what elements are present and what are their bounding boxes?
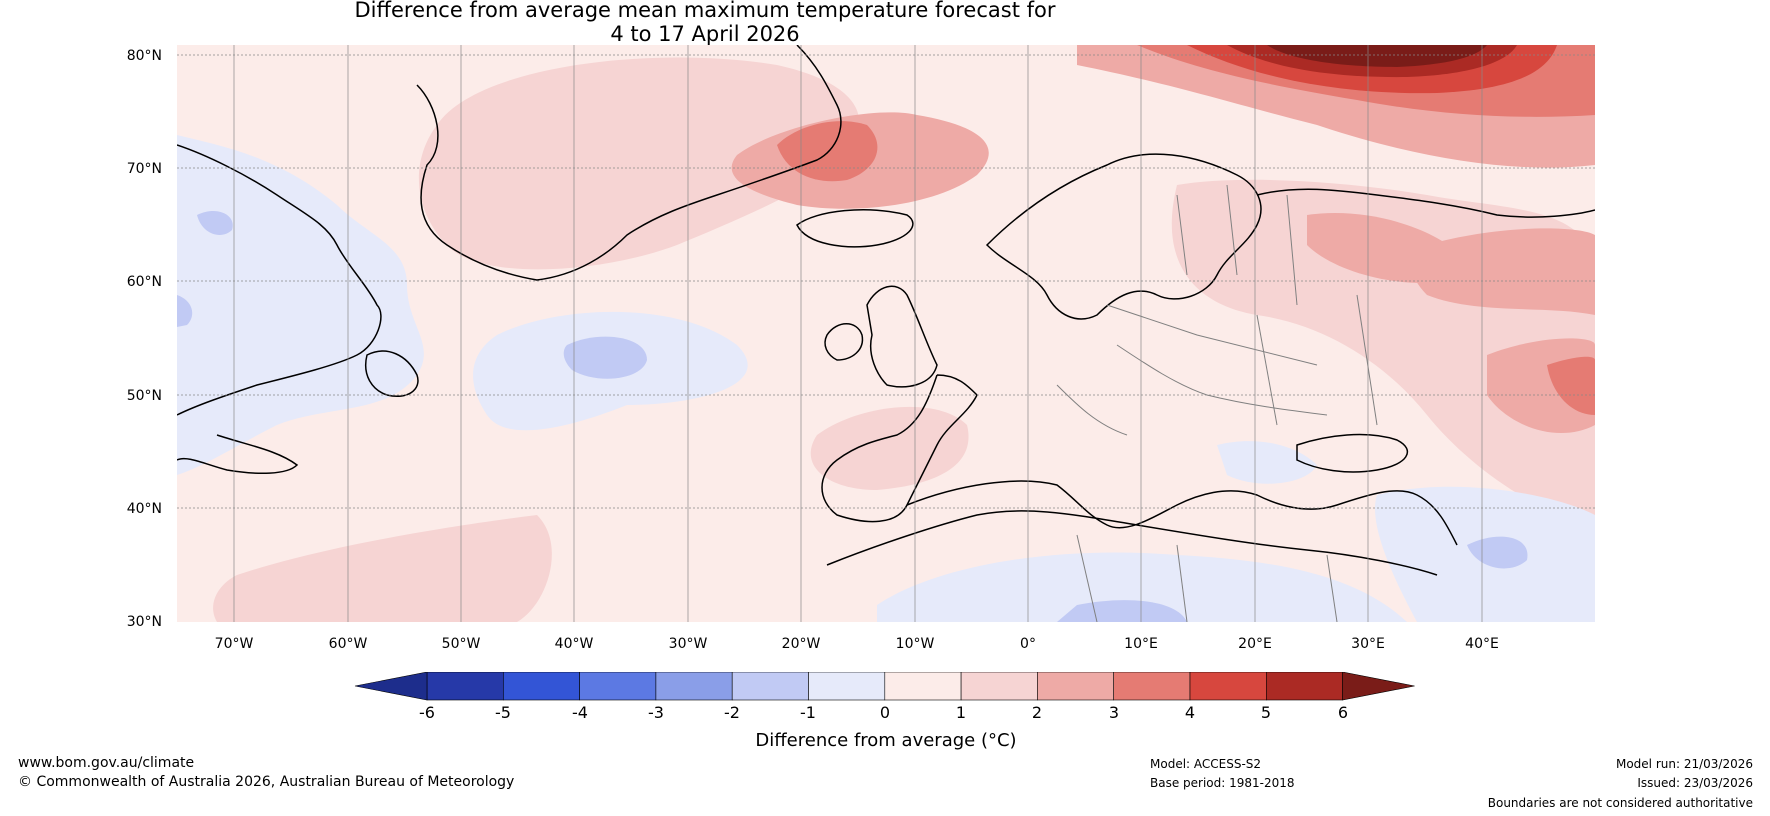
anomaly-zone-barents-core [1267,45,1487,67]
colorbar-tick-5: 5 [1260,703,1272,722]
lon-label-10e: 10°E [1124,636,1158,652]
forecast-map [177,45,1595,622]
footer-website: www.bom.gov.au/climate [18,755,195,771]
colorbar-tick-6: 6 [1337,703,1349,722]
lon-label-20e: 20°E [1238,636,1272,652]
lon-label-50w: 50°W [441,636,481,652]
colorbar-bin [655,672,733,701]
colorbar-bin [731,672,809,701]
coastline-iceland [796,209,914,248]
colorbar-tick-0: 0 [879,703,891,722]
coastline-britain [866,285,938,388]
coastline-europe-atlantic [821,374,978,523]
lon-label-10w: 10°W [895,636,935,652]
anomaly-zone-labrador [177,135,424,475]
lat-label-30n: 30°N [126,614,162,630]
anomaly-zone-labrador-cool [197,210,233,235]
colorbar-tick-m1: -1 [800,703,816,722]
lat-label-70n: 70°N [126,161,162,177]
country-borders [1056,184,1378,622]
colorbar-bin [579,672,657,701]
footer-boundaries: Boundaries are not considered authoritat… [1487,796,1753,810]
lon-label-70w: 70°W [214,636,254,652]
colorbar-bin [502,672,580,701]
colorbar-tick-m3: -3 [648,703,664,722]
footer-model-run: Model run: 21/03/2026 [1615,757,1753,771]
colorbar-tick-m5: -5 [495,703,511,722]
colorbar-bin [426,672,504,701]
colorbar-tick-m2: -2 [724,703,740,722]
lon-label-20w: 20°W [781,636,821,652]
footer-base-period: Base period: 1981-2018 [1150,776,1295,790]
coastline-black-sea [1296,433,1409,473]
graticule [177,54,1595,509]
anomaly-zone-balkans [1217,441,1317,484]
footer-issued: Issued: 23/03/2026 [1637,776,1753,790]
colorbar-tick-3: 3 [1108,703,1120,722]
anomaly-zone-labrador-coast [177,295,193,327]
colorbar-bin [808,672,886,701]
meridians [233,45,1483,622]
lat-label-50n: 50°N [126,388,162,404]
lon-label-0: 0° [1020,636,1036,652]
lon-label-60w: 60°W [328,636,368,652]
coastline-labrador [177,144,382,416]
coastline-scandinavia [985,153,1262,320]
coastline-nova-scotia [177,434,299,475]
map-title: Difference from average mean maximum tem… [0,0,1410,46]
coastline-mediterranean [906,480,1458,546]
colorbar-tick-2: 2 [1031,703,1043,722]
coastlines [177,45,1595,576]
anomaly-zone-sahara-cool [1057,600,1187,622]
footer-copyright: © Commonwealth of Australia 2026, Austra… [18,774,515,790]
coastline-ireland [824,323,864,361]
footer-model: Model: ACCESS-S2 [1150,757,1262,771]
lat-label-80n: 80°N [126,48,162,64]
colorbar-bin [1037,672,1115,701]
lon-label-30e: 30°E [1351,636,1385,652]
coastline-newfoundland [365,350,419,397]
anomaly-zone-caspian-warm [1547,356,1595,415]
colorbar-bin [960,672,1038,701]
coastline-russia-arctic [1256,188,1595,218]
lat-label-60n: 60°N [126,274,162,290]
colorbar-bin [1266,672,1343,701]
colorbar-overflow-arrow [1342,672,1415,701]
colorbar-tick-1: 1 [955,703,967,722]
lon-label-30w: 30°W [668,636,708,652]
map-title-line1: Difference from average mean maximum tem… [354,0,1056,22]
anomaly-zone-mid-atlantic-cool [563,336,647,379]
anomaly-zone-russia-east [1412,228,1595,315]
anomaly-zone-atlantic-south [213,515,552,622]
lat-label-40n: 40°N [126,501,162,517]
colorbar-bin [884,672,962,701]
anomaly-zone-iberia [810,406,969,490]
coastline-greenland [416,45,842,281]
anomaly-zone-north-africa [877,552,1407,622]
map-title-line2: 4 to 17 April 2026 [610,22,800,46]
map-canvas [177,45,1595,622]
colorbar-tick-m4: -4 [572,703,588,722]
colorbar [354,672,1415,701]
colorbar-underflow-arrow [354,672,428,701]
colorbar-label: Difference from average (°C) [755,730,1017,751]
colorbar-bin [1189,672,1267,701]
lon-label-40w: 40°W [554,636,594,652]
lon-label-40e: 40°E [1465,636,1499,652]
colorbar-tick-m6: -6 [419,703,435,722]
colorbar-tick-4: 4 [1184,703,1196,722]
anomaly-zone-greenland-sea [418,57,860,270]
colorbar-bin [1113,672,1191,701]
coastline-north-africa [826,510,1438,576]
